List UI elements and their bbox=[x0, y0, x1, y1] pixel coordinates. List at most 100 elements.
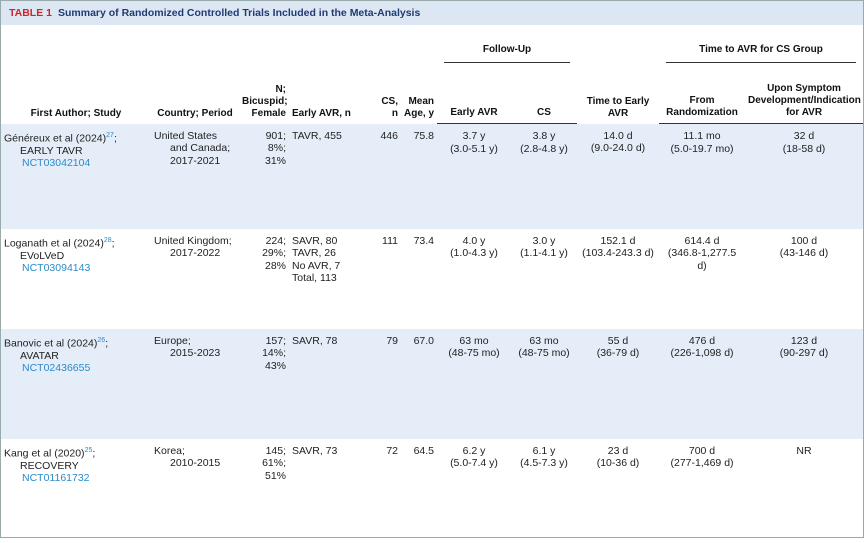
punctuation: ; bbox=[111, 237, 115, 249]
cell-line: (90-297 d) bbox=[779, 347, 829, 359]
table-cell: 6.1 y (4.5-7.3 y) bbox=[511, 439, 577, 543]
table-cell: 55 d (36-79 d) bbox=[577, 329, 659, 439]
author: Banovic et al (2024) bbox=[4, 337, 98, 349]
cell-line: 2010-2015 bbox=[170, 457, 221, 469]
column-header: CS, n bbox=[381, 95, 398, 119]
cell-line: SAVR, 78 bbox=[292, 334, 338, 347]
trial-id: NCT02436655 bbox=[22, 362, 91, 374]
cell-line: United States bbox=[154, 129, 218, 142]
cell-line: 51% bbox=[264, 469, 286, 482]
cell-line: (5.0-19.7 mo) bbox=[670, 142, 734, 155]
cell-line: 3.7 y bbox=[462, 130, 486, 142]
column-header: Upon Symptom Development/Indication for … bbox=[745, 67, 864, 124]
cell-line: 8%; bbox=[267, 142, 286, 154]
cell-line: (3.0-5.1 y) bbox=[450, 142, 498, 155]
cell-line: (43-146 d) bbox=[779, 247, 829, 259]
table-cell: 157; 14%; 43% bbox=[239, 329, 289, 439]
column-header: Early AVR, n bbox=[292, 107, 351, 119]
cell-line: 3.0 y bbox=[532, 234, 556, 247]
reference: 28 bbox=[103, 236, 112, 244]
trial-id: NCT03094143 bbox=[22, 262, 91, 274]
cell-line: Korea; bbox=[154, 444, 185, 457]
table-row: Loganath et al (2024)28; EVoLVeD NCT030941… bbox=[1, 229, 863, 329]
cell-line: 6.1 y bbox=[532, 444, 556, 457]
table-cell: Europe; 2015-2023 bbox=[151, 329, 239, 439]
table-row: Généreux et al (2024)27; EARLY TAVR NCT030… bbox=[1, 123, 864, 229]
cell-line: 2017-2022 bbox=[170, 247, 221, 259]
study-name: AVATAR bbox=[20, 349, 59, 362]
table-row: Kang et al (2020)25; RECOVERY NCT01161732 K… bbox=[1, 439, 863, 543]
cell-line: (103.4-243.3 d) bbox=[582, 247, 654, 259]
cell-line: 145; bbox=[265, 444, 286, 457]
cell-line: 446 bbox=[380, 129, 398, 142]
table-cell: 63 mo (48-75 mo) bbox=[437, 329, 511, 439]
table-cell: 73.4 bbox=[401, 229, 437, 329]
punctuation: ; bbox=[105, 337, 109, 349]
table-cell: 64.5 bbox=[401, 439, 437, 543]
table-cell: Kang et al (2020)25; RECOVERY NCT01161732 bbox=[1, 439, 151, 543]
table-cell: 79 bbox=[371, 329, 401, 439]
cell-line: 64.5 bbox=[413, 444, 434, 457]
table-cell: Banovic et al (2024)26; AVATAR NCT02436655 bbox=[1, 329, 151, 439]
column-header: Country; Period bbox=[157, 107, 233, 119]
table-cell: NR bbox=[745, 439, 863, 543]
cell-line: and Canada; bbox=[170, 142, 231, 154]
cell-line: 63 mo bbox=[459, 334, 489, 347]
table-cell: 3.8 y (2.8-4.8 y) bbox=[511, 124, 577, 229]
cell-line: 61%; bbox=[262, 457, 286, 469]
cell-line: 28% bbox=[264, 259, 286, 272]
cell-line: 43% bbox=[264, 359, 286, 372]
table-cell: 111 bbox=[371, 229, 401, 329]
table-cell: 32 d (18-58 d) bbox=[745, 124, 863, 229]
cell-line: 14%; bbox=[262, 347, 286, 359]
cell-line: (1.1-4.1 y) bbox=[520, 247, 568, 259]
column-header: First Author; Study bbox=[30, 107, 122, 119]
cell-line: 100 d bbox=[790, 234, 818, 247]
cell-line: 224; bbox=[265, 234, 286, 247]
table-cell: 72 bbox=[371, 439, 401, 543]
group-header-cell: Follow-Up bbox=[437, 25, 577, 67]
table-cell: 11.1 mo (5.0-19.7 mo) bbox=[659, 124, 745, 229]
table-cell: 152.1 d (103.4-243.3 d) bbox=[577, 229, 659, 329]
cell-line: United Kingdom; bbox=[154, 234, 232, 247]
cell-line: (226-1,098 d) bbox=[670, 347, 734, 359]
table-body: Généreux et al (2024)27; EARLY TAVR NCT030… bbox=[1, 123, 864, 543]
study-name: EVoLVeD bbox=[20, 249, 65, 262]
table-cell: 3.7 y (3.0-5.1 y) bbox=[437, 124, 511, 229]
cell-line: (10-36 d) bbox=[596, 457, 640, 469]
cell-line: TAVR, 26 bbox=[292, 247, 336, 259]
author-line: Loganath et al (2024)28; bbox=[4, 235, 148, 250]
table-cell: 63 mo (48-75 mo) bbox=[511, 329, 577, 439]
cell-line: 32 d bbox=[793, 130, 815, 142]
table-cell: 700 d (277-1,469 d) bbox=[659, 439, 745, 543]
cell-line: 152.1 d bbox=[600, 234, 636, 247]
column-header: Mean Age, y bbox=[404, 95, 435, 119]
cell-line: (18-58 d) bbox=[782, 142, 826, 155]
cell-line: Europe; bbox=[154, 334, 191, 347]
table-cell: 476 d (226-1,098 d) bbox=[659, 329, 745, 439]
table-cell: 614.4 d (346.8-1,277.5 d) bbox=[659, 229, 745, 329]
table-cell: 446 bbox=[371, 124, 401, 229]
cell-line: 4.0 y bbox=[462, 234, 486, 247]
table-cell: 75.8 bbox=[401, 124, 437, 229]
column-header: From Randomization bbox=[659, 67, 746, 124]
table-label: TABLE 1 bbox=[9, 7, 52, 19]
cell-line: (2.8-4.8 y) bbox=[520, 142, 568, 155]
cell-line: 111 bbox=[382, 234, 398, 247]
column-header: Early AVR bbox=[437, 67, 511, 124]
cell-line: Total, 113 bbox=[292, 272, 337, 284]
table-cell: SAVR, 73 bbox=[289, 439, 371, 543]
column-header: N; Bicuspid; Female bbox=[242, 83, 288, 119]
cell-line: (5.0-7.4 y) bbox=[450, 457, 498, 469]
group-header: Follow-Up bbox=[444, 44, 571, 63]
cell-line: (48-75 mo) bbox=[518, 347, 570, 359]
punctuation: ; bbox=[92, 447, 96, 459]
reference: 26 bbox=[97, 336, 106, 344]
author-line: Généreux et al (2024)27; bbox=[4, 130, 148, 145]
cell-line: 3.8 y bbox=[532, 130, 556, 142]
cell-line: NR bbox=[796, 444, 812, 457]
cell-line: 55 d bbox=[607, 334, 629, 347]
table-cell: 901; 8%; 31% bbox=[239, 124, 289, 229]
punctuation: ; bbox=[113, 132, 117, 144]
